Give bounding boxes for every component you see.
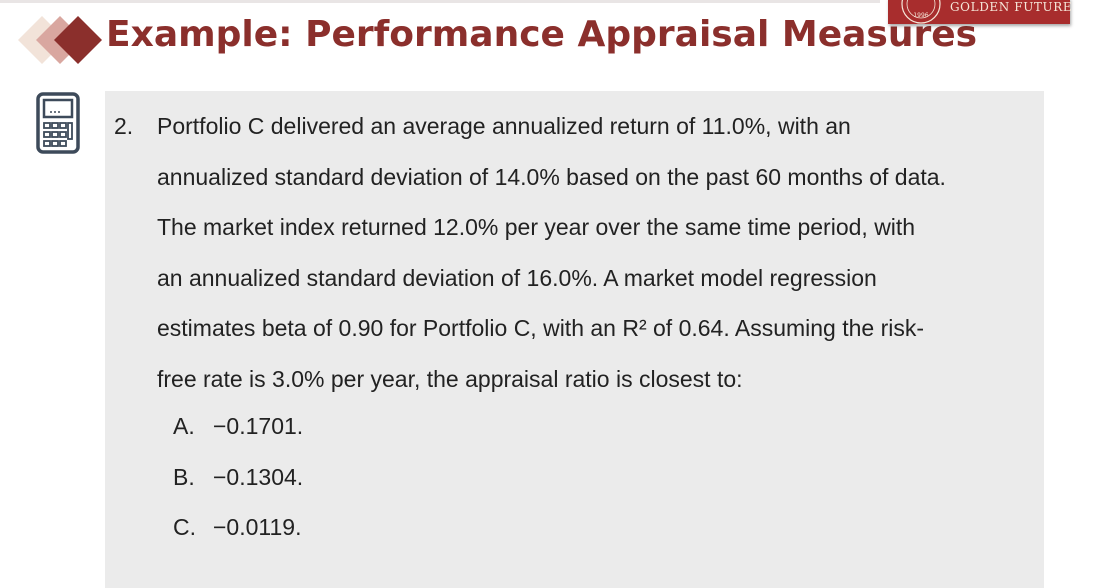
option-value: −0.1701. bbox=[213, 413, 304, 439]
option-letter: B. bbox=[173, 463, 195, 490]
seal-text: 1996 bbox=[913, 12, 928, 19]
question-line: estimates beta of 0.90 for Portfolio C, … bbox=[105, 311, 1044, 362]
diamond-cluster-icon bbox=[18, 16, 102, 64]
option-letter: A. bbox=[173, 413, 195, 439]
question-line-text: The market index returned 12.0% per year… bbox=[157, 214, 916, 240]
calculator-icon bbox=[36, 92, 80, 154]
question-line-text: annualized standard deviation of 14.0% b… bbox=[157, 163, 946, 190]
question-line: 2. Portfolio C delivered an average annu… bbox=[105, 109, 1044, 160]
question-number: 2. bbox=[114, 113, 134, 139]
option-a: A. −0.1701. bbox=[105, 409, 1044, 460]
question-line-text: free rate is 3.0% per year, the appraisa… bbox=[157, 365, 743, 392]
seal-icon: 1996 bbox=[901, 0, 941, 24]
question-line: annualized standard deviation of 14.0% b… bbox=[105, 160, 1044, 211]
question-line-text: estimates beta of 0.90 for Portfolio C, … bbox=[157, 315, 925, 341]
question-line: free rate is 3.0% per year, the appraisa… bbox=[105, 362, 1044, 413]
option-value: −0.0119. bbox=[213, 514, 302, 540]
option-value: −0.1304. bbox=[213, 463, 304, 490]
option-letter: C. bbox=[173, 514, 196, 540]
brand-text: GOLDEN FUTURE bbox=[950, 0, 1073, 14]
question-line-text: Portfolio C delivered an average annuali… bbox=[157, 113, 851, 139]
question-text: 2. Portfolio C delivered an average annu… bbox=[105, 109, 1044, 412]
option-c: C. −0.0119. bbox=[105, 510, 1044, 561]
answer-options: A. −0.1701. B. −0.1304. C. −0.0119. bbox=[105, 409, 1044, 561]
brand-banner: 1996 GOLDEN FUTURE bbox=[888, 0, 1073, 24]
question-panel: 2. Portfolio C delivered an average annu… bbox=[105, 91, 1044, 588]
question-line: The market index returned 12.0% per year… bbox=[105, 210, 1044, 261]
question-line: an annualized standard deviation of 16.0… bbox=[105, 261, 1044, 312]
slide-title: Example: Performance Appraisal Measures bbox=[106, 14, 978, 55]
top-divider bbox=[0, 0, 880, 3]
option-b: B. −0.1304. bbox=[105, 460, 1044, 511]
question-line-text: an annualized standard deviation of 16.0… bbox=[157, 264, 877, 291]
